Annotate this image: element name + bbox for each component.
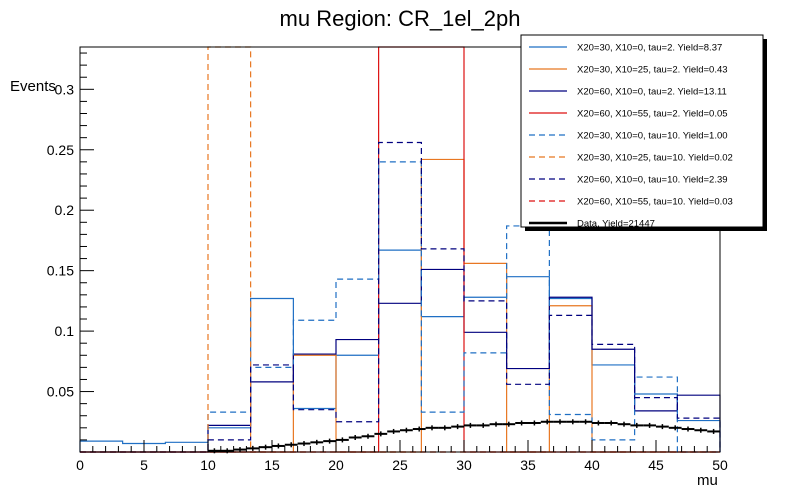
legend-label-4: X20=60, X10=55, tau=2. Yield=0.05: [577, 109, 728, 120]
axes-layer: 0 5 10 15 20 25 30 35 40 45 50 0.05 0.1 0.15 0.2 0.25 0.…: [47, 46, 728, 473]
x-tick-label: 45: [648, 457, 664, 473]
legend-label-3: X20=60, X10=0, tau=2. Yield=13.11: [577, 87, 727, 98]
chart-title: mu Region: CR_1el_2ph: [279, 6, 521, 31]
x-tick-label: 50: [712, 457, 728, 473]
legend: X20=30, X10=0, tau=2. Yield=8.37 X20=30, …: [520, 34, 767, 231]
y-tick-label: 0.15: [47, 263, 74, 279]
x-tick-label: 10: [200, 457, 216, 473]
legend-box: [520, 34, 764, 228]
x-axis-label: mu: [697, 472, 718, 489]
legend-label-7: X20=60, X10=0, tau=10. Yield=2.39: [577, 175, 728, 186]
x-tick-label: 15: [264, 457, 280, 473]
legend-label-8: X20=60, X10=55, tau=10. Yield=0.03: [577, 197, 733, 208]
y-tick-label: 0.25: [47, 142, 74, 158]
legend-label-9: Data. Yield=21447: [577, 219, 655, 230]
y-axis-label: Events: [10, 78, 56, 95]
x-tick-label: 35: [520, 457, 536, 473]
y-tick-label: 0.2: [55, 202, 75, 218]
x-tick-label: 40: [584, 457, 600, 473]
x-tick-label: 5: [140, 457, 148, 473]
y-tick-label: 0.1: [55, 323, 75, 339]
x-tick-label: 25: [392, 457, 408, 473]
x-tick-label: 30: [456, 457, 472, 473]
legend-label-6: X20=30, X10=25, tau=10. Yield=0.02: [577, 153, 733, 164]
legend-label-2: X20=30, X10=25, tau=2. Yield=0.43: [577, 65, 728, 76]
legend-label-5: X20=30, X10=0, tau=10. Yield=1.00: [577, 131, 728, 142]
series-5-histogram: [80, 161, 720, 453]
series-7-histogram: [80, 141, 721, 453]
legend-label-1: X20=30, X10=0, tau=2. Yield=8.37: [577, 43, 722, 54]
y-tick-label: 0.3: [55, 81, 75, 97]
x-tick-label: 20: [328, 457, 344, 473]
x-tick-label: 0: [76, 457, 84, 473]
y-tick-label: 0.05: [47, 384, 74, 400]
series-1-histogram: [79, 249, 721, 452]
